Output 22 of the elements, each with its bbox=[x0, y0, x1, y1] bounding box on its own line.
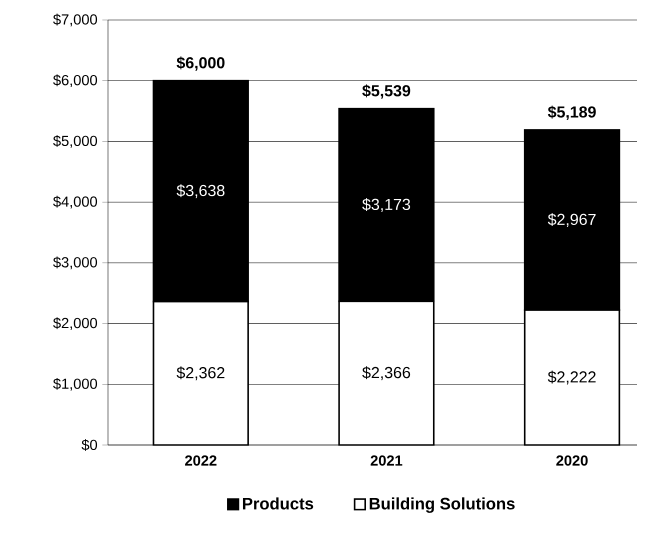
total-label: $5,539 bbox=[362, 84, 410, 99]
data-label: $2,967 bbox=[548, 213, 596, 227]
legend-label: Building Solutions bbox=[370, 497, 515, 513]
y-tick-label: $2,000 bbox=[53, 317, 98, 330]
data-label: $3,638 bbox=[176, 184, 224, 198]
x-tick-label: 2022 bbox=[185, 455, 216, 466]
y-tick-label: $1,000 bbox=[53, 378, 98, 391]
x-tick-label: 2020 bbox=[556, 455, 588, 466]
y-tick-label: $6,000 bbox=[53, 74, 98, 88]
data-label: $3,173 bbox=[362, 198, 410, 212]
y-tick-label: $0 bbox=[82, 439, 98, 451]
data-label: $2,362 bbox=[176, 366, 224, 380]
y-tick-label: $4,000 bbox=[53, 196, 98, 208]
legend-label: Products bbox=[242, 497, 314, 510]
y-tick-label: $7,000 bbox=[53, 14, 98, 26]
x-tick-label: 2021 bbox=[370, 455, 402, 466]
y-tick-label: $3,000 bbox=[53, 256, 98, 270]
total-label: $5,189 bbox=[548, 106, 596, 120]
y-tick-label: $5,000 bbox=[53, 135, 98, 148]
data-label: $2,222 bbox=[548, 370, 596, 384]
total-label: $6,000 bbox=[176, 56, 225, 71]
data-label: $2,366 bbox=[362, 366, 410, 380]
